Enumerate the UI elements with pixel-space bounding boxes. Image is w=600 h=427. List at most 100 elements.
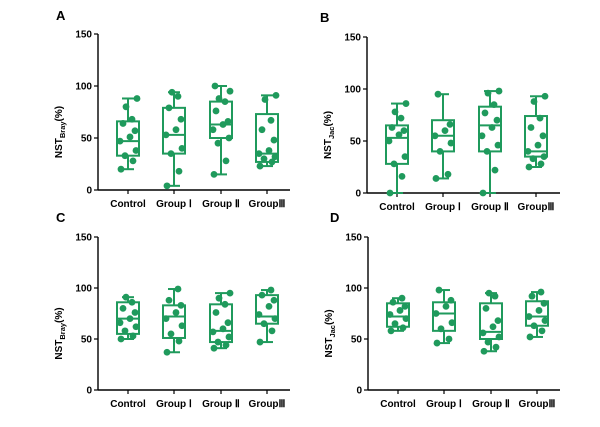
data-point — [535, 307, 543, 314]
data-point — [267, 116, 275, 124]
data-point — [436, 148, 444, 155]
x-category-label: Group Ⅱ — [202, 399, 240, 410]
data-point — [398, 294, 406, 302]
data-point — [447, 296, 455, 304]
data-point — [479, 329, 487, 337]
data-point — [390, 160, 398, 168]
data-point — [177, 115, 185, 123]
data-point — [256, 338, 264, 346]
y-tick-label: 150 — [75, 233, 92, 244]
data-point — [168, 88, 176, 96]
box-iqr — [255, 113, 279, 163]
data-point — [178, 322, 186, 330]
data-point — [162, 131, 170, 139]
box-group — [116, 293, 140, 343]
y-axis-title-main: NST — [323, 139, 334, 159]
x-category-label: Group Ⅰ — [425, 202, 461, 213]
data-point — [128, 298, 136, 306]
box-group — [386, 294, 410, 335]
data-point — [484, 338, 492, 346]
y-tick-label: 150 — [75, 30, 92, 41]
y-tick-label: 0 — [86, 386, 92, 397]
x-category-label: GroupⅢ — [249, 199, 286, 210]
box-group — [385, 100, 410, 197]
data-point — [265, 302, 273, 310]
panel-letter: B — [320, 10, 329, 25]
data-point — [225, 134, 233, 142]
x-category-label: Control — [110, 199, 146, 210]
y-axis-title-main: NST — [324, 338, 335, 358]
box-group — [209, 82, 234, 178]
data-point — [226, 289, 234, 297]
data-point — [527, 124, 535, 131]
data-point — [116, 319, 124, 327]
y-axis-title-unit: (%) — [323, 111, 334, 127]
data-point — [167, 330, 175, 338]
data-point — [398, 172, 406, 180]
data-point — [528, 292, 536, 300]
panel-letter: D — [330, 210, 339, 225]
data-point — [391, 108, 399, 116]
data-point — [391, 320, 399, 328]
data-point — [395, 131, 403, 139]
data-point — [131, 309, 139, 316]
data-point — [209, 328, 217, 336]
data-point — [441, 127, 449, 134]
data-point — [479, 189, 487, 197]
data-point — [534, 141, 542, 149]
data-point — [538, 327, 546, 335]
data-point — [447, 139, 455, 147]
data-point — [490, 101, 498, 108]
data-point — [258, 291, 266, 299]
y-tick-label: 150 — [345, 233, 362, 244]
data-point — [165, 104, 173, 112]
data-point — [530, 322, 538, 330]
data-point — [132, 323, 140, 331]
data-point — [122, 293, 130, 301]
data-point — [133, 95, 141, 102]
data-point — [256, 162, 264, 170]
data-point — [210, 171, 218, 178]
x-category-label: Control — [380, 399, 416, 410]
y-axis-title: NSTBray(%) — [54, 106, 67, 158]
data-point — [222, 341, 230, 349]
data-point — [431, 132, 439, 140]
y-tick-label: 150 — [344, 33, 361, 44]
data-point — [132, 147, 140, 154]
y-tick-label: 100 — [75, 82, 92, 93]
data-point — [119, 120, 127, 127]
data-point — [491, 292, 499, 300]
data-point — [172, 309, 180, 316]
data-point — [271, 153, 279, 161]
data-point — [495, 87, 503, 95]
x-category-label: Control — [110, 399, 146, 410]
data-point — [526, 333, 534, 341]
data-point — [488, 124, 496, 131]
data-point — [480, 347, 488, 355]
box-group — [479, 289, 503, 355]
data-point — [119, 305, 127, 312]
x-category-label: GroupⅢ — [519, 399, 556, 410]
y-tick-label: 50 — [350, 137, 362, 148]
data-point — [126, 315, 134, 322]
data-point — [401, 302, 409, 310]
data-point — [163, 182, 171, 190]
data-point — [174, 285, 182, 293]
data-point — [432, 310, 440, 317]
data-point — [444, 170, 452, 178]
y-tick-label: 0 — [86, 186, 92, 197]
data-point — [402, 315, 410, 322]
data-point — [529, 155, 537, 163]
data-point — [386, 311, 394, 318]
y-axis-title-sub: Bray — [58, 121, 67, 139]
data-point — [489, 323, 497, 331]
data-point — [537, 288, 545, 296]
box-group — [116, 95, 141, 173]
data-point — [175, 337, 183, 345]
data-point — [540, 153, 548, 161]
data-point — [212, 107, 220, 115]
data-point — [387, 327, 395, 335]
data-point — [525, 163, 533, 171]
data-point — [437, 325, 445, 333]
data-point — [494, 141, 502, 149]
